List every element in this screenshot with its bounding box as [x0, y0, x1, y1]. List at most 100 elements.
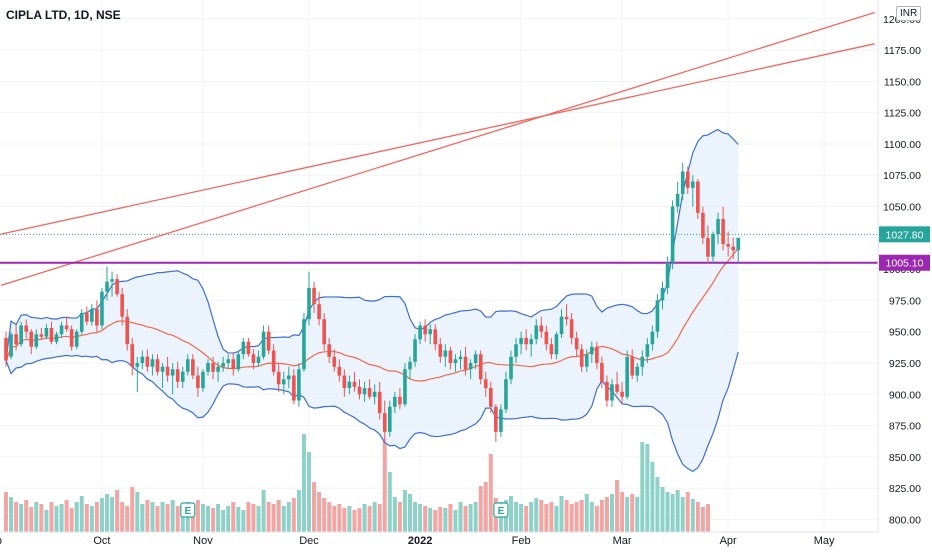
candle-body: [711, 234, 715, 257]
candle: [680, 162, 685, 201]
volume-bar: [362, 504, 367, 532]
time-tick-label: 2022: [408, 535, 432, 547]
candle: [100, 287, 104, 330]
candle: [625, 350, 629, 400]
candle-body: [443, 350, 448, 357]
candle: [261, 325, 266, 360]
volume-bar: [544, 504, 549, 532]
volume-bar: [105, 494, 109, 532]
volume-bar: [150, 502, 155, 532]
candle: [292, 369, 296, 405]
candle-body: [600, 363, 604, 382]
candle: [145, 349, 150, 372]
price-tick-label: 925.00: [889, 358, 921, 370]
volume-bar: [650, 462, 655, 532]
volume-bar: [140, 504, 145, 532]
candle-body: [196, 375, 200, 389]
trendline: [0, 11, 875, 287]
candle: [69, 325, 74, 351]
candle: [675, 181, 680, 213]
candle: [554, 331, 559, 360]
last-price-badge: 1027.80: [879, 226, 930, 243]
volume-bar: [99, 498, 104, 532]
price-tick-label: 1075.00: [883, 170, 921, 182]
candle-body: [665, 262, 670, 288]
volume-bar: [645, 444, 650, 532]
candle: [377, 381, 382, 420]
earnings-marker: E: [180, 502, 196, 518]
volume-bar: [418, 504, 423, 532]
candle-body: [105, 281, 109, 292]
volume-bar: [675, 490, 680, 532]
volume-bar: [559, 496, 564, 532]
price-tick-label: 950.00: [889, 327, 921, 339]
volume-bar: [514, 502, 519, 532]
candle-body: [514, 344, 518, 357]
volume-bar: [110, 497, 115, 532]
candle: [221, 356, 225, 372]
candle: [297, 363, 301, 407]
candle-body: [660, 287, 665, 301]
candle-body: [14, 334, 18, 345]
candle: [150, 354, 155, 376]
candle: [534, 319, 539, 345]
candle: [95, 300, 99, 332]
candle: [423, 319, 427, 342]
volume-bar: [296, 490, 301, 532]
currency-badge[interactable]: INR: [896, 6, 922, 21]
volume-bar: [453, 510, 458, 532]
candle-body: [100, 291, 104, 326]
candle: [559, 309, 564, 338]
candle: [287, 366, 291, 389]
candle-body: [655, 300, 660, 332]
candle-body: [231, 359, 236, 370]
candle-body: [322, 319, 326, 345]
price-tick-label: 850.00: [889, 452, 921, 464]
candle: [726, 231, 730, 257]
candle-body: [337, 366, 342, 376]
candle: [514, 337, 518, 364]
candle-body: [241, 341, 246, 355]
candle: [443, 344, 448, 367]
volume-bar: [357, 508, 362, 532]
volume-bar: [332, 506, 337, 532]
candle-body: [307, 287, 311, 320]
candle-body: [615, 384, 619, 392]
volume-bar: [680, 497, 685, 532]
candle-body: [347, 381, 352, 389]
volume-bar: [281, 506, 286, 532]
candle: [211, 356, 215, 380]
volume-bar: [327, 502, 332, 532]
candle: [418, 321, 422, 345]
candle: [499, 404, 503, 437]
volume-bar: [211, 508, 216, 532]
candle-body: [180, 371, 185, 382]
candle-body: [332, 356, 337, 367]
time-tick-label: May: [814, 535, 835, 547]
earnings-marker-box: [180, 502, 196, 518]
volume-bar: [443, 508, 448, 532]
candle: [660, 281, 665, 310]
candles: [4, 162, 741, 442]
last-price-badge-box: [879, 226, 930, 243]
volume-bar: [549, 502, 554, 532]
candle: [509, 350, 513, 385]
candle: [569, 312, 574, 345]
time-axis: ep Oct Nov Dec 2022 Feb Mar Apr May: [0, 535, 835, 547]
candle-body: [186, 359, 190, 372]
candle-body: [534, 325, 539, 340]
candle-body: [342, 375, 347, 389]
price-tick-label: 875.00: [889, 421, 921, 433]
candle-body: [85, 312, 89, 322]
candle: [408, 356, 412, 380]
candle: [196, 366, 200, 397]
candle: [574, 331, 579, 357]
candle: [74, 329, 79, 350]
volume-bar: [458, 502, 463, 532]
candle: [483, 371, 488, 397]
candle-body: [483, 379, 488, 389]
candle-body: [206, 363, 210, 372]
volume-bar: [251, 504, 256, 532]
volume-bar: [468, 504, 473, 532]
volume-bar: [59, 504, 64, 532]
